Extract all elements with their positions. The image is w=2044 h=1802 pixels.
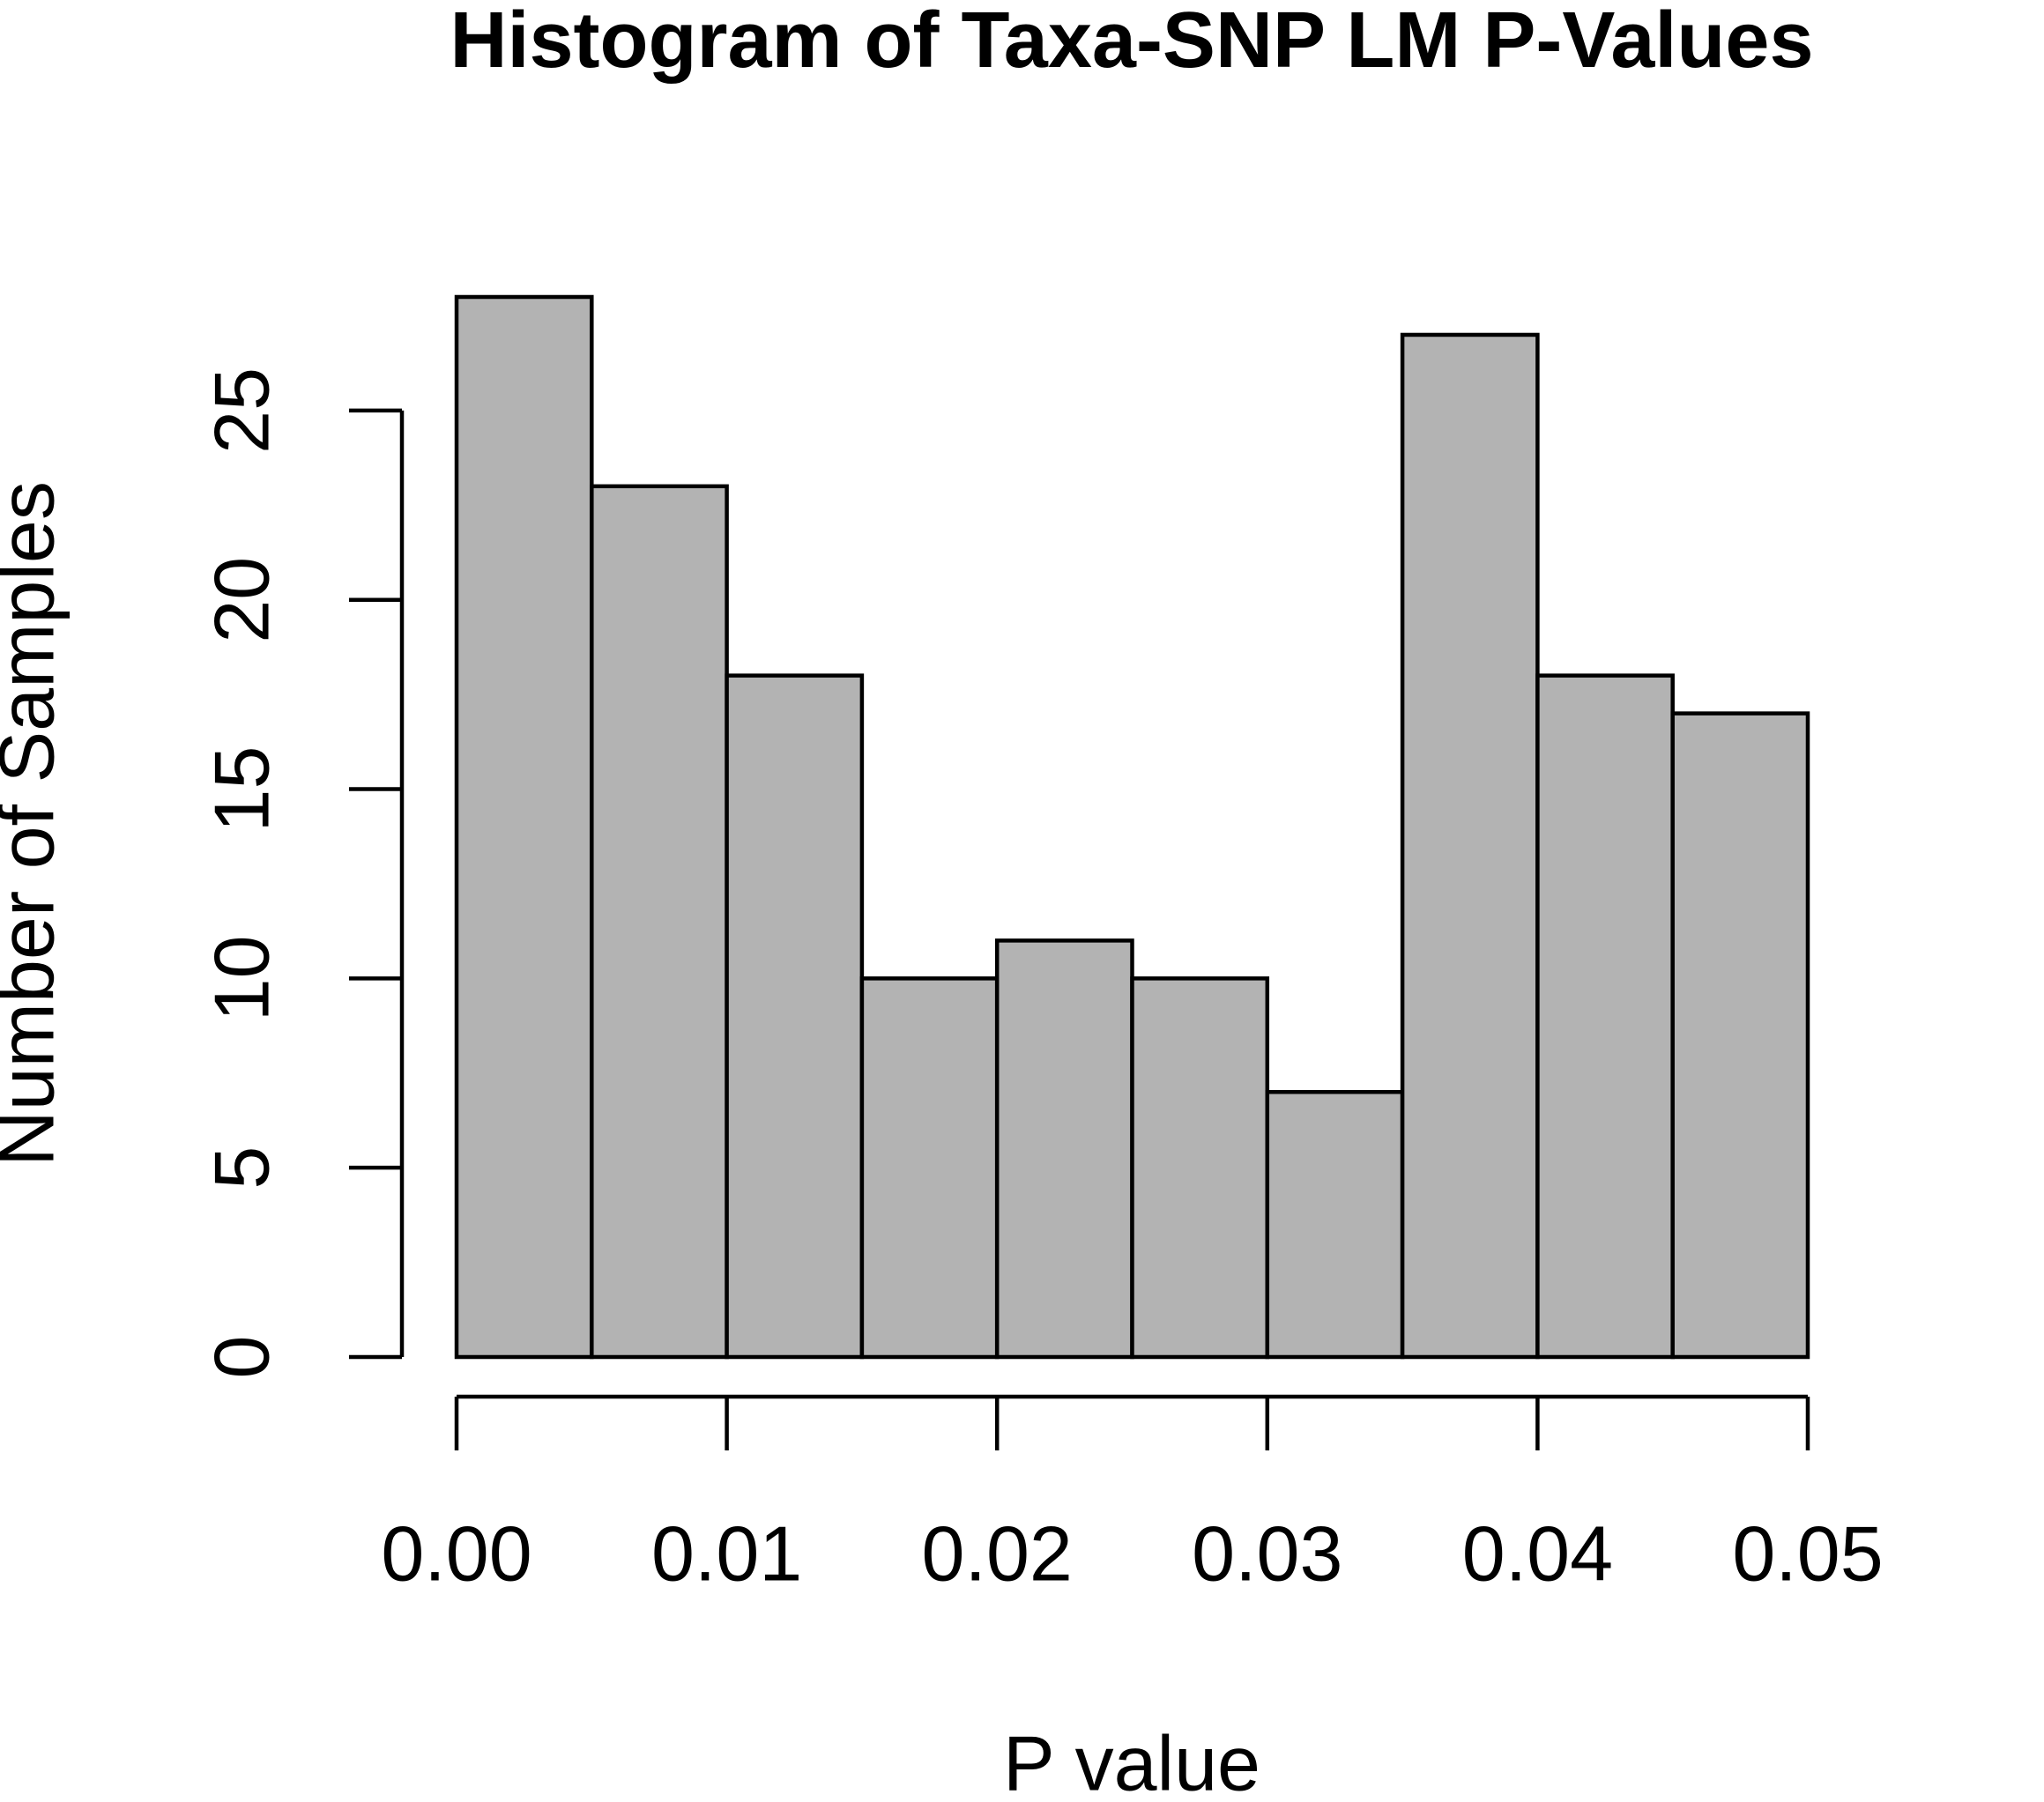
y-tick-label: 15 (197, 746, 285, 833)
bar (1265, 1090, 1405, 1360)
x-tick-label: 0.02 (922, 1509, 1073, 1597)
bar (994, 938, 1134, 1360)
x-tick-label: 0.00 (381, 1509, 531, 1597)
bar (590, 484, 729, 1360)
bar (859, 976, 1000, 1360)
y-tick-label: 25 (197, 367, 285, 454)
bar (1670, 711, 1810, 1360)
x-tick-label: 0.03 (1192, 1509, 1342, 1597)
y-tick-label: 0 (197, 1336, 285, 1379)
y-tick-label: 20 (197, 557, 285, 643)
chart-title: Histogram of Taxa-SNP LM P-Values (450, 0, 1813, 85)
bar (725, 673, 865, 1360)
y-tick-label: 5 (197, 1146, 285, 1190)
y-axis-label: Number of Samples (0, 481, 70, 1167)
y-tick-label: 10 (197, 935, 285, 1021)
x-tick-label: 0.01 (651, 1509, 802, 1597)
bar (1130, 976, 1270, 1360)
x-tick-label: 0.05 (1732, 1509, 1883, 1597)
bar (1400, 332, 1540, 1360)
bar (454, 294, 594, 1360)
x-tick-label: 0.04 (1462, 1509, 1613, 1597)
bar (1535, 673, 1675, 1360)
x-axis-label: P value (1003, 1719, 1260, 1802)
